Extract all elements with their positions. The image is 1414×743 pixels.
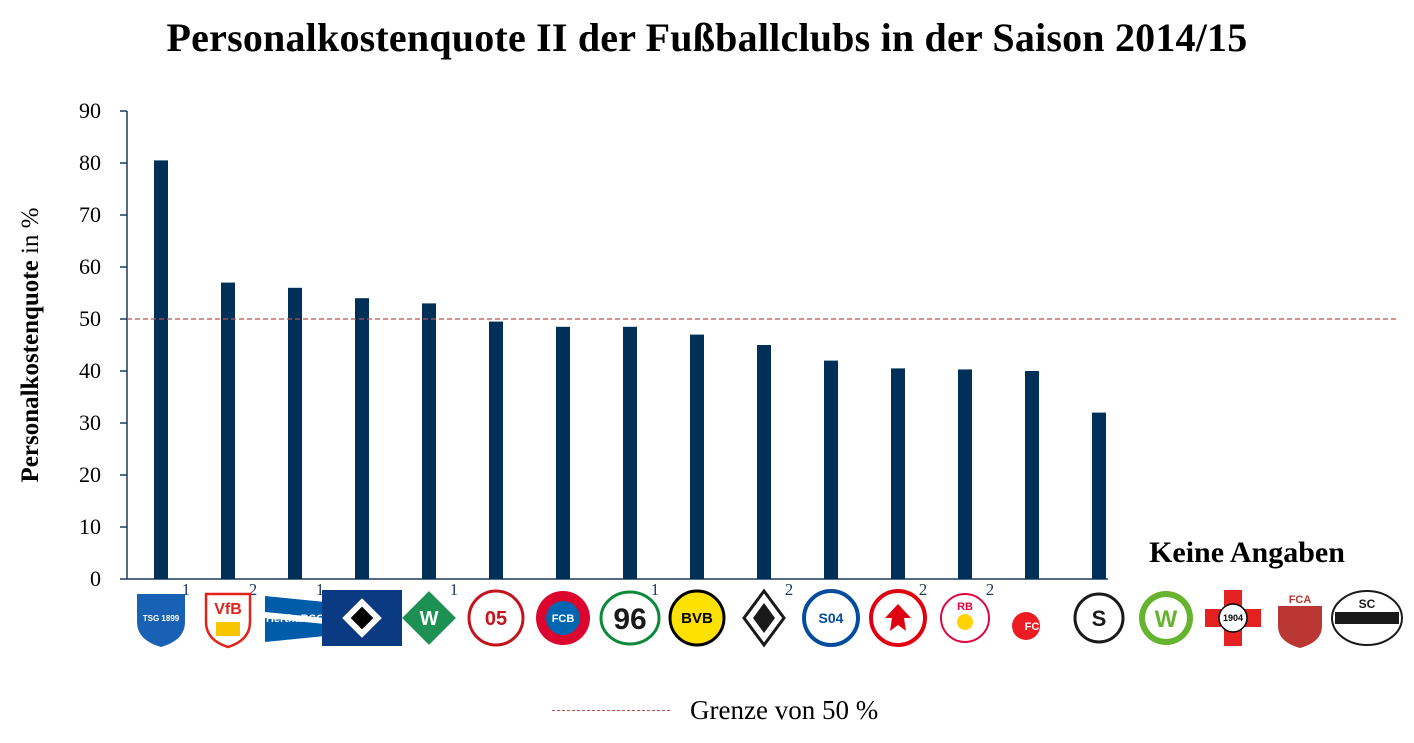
logo-text: FCA (1289, 594, 1312, 606)
bar (1025, 371, 1039, 579)
bar (1092, 412, 1106, 579)
y-tick-label: 0 (90, 566, 101, 591)
gladbach-crest-icon (742, 588, 786, 648)
bars-group (127, 160, 1398, 579)
y-tick-label: 50 (79, 306, 101, 331)
legend: Grenze von 50 % (552, 694, 878, 726)
koeln-goat-icon: FC (1008, 594, 1056, 642)
bar (489, 321, 503, 579)
y-tick-label: 40 (79, 358, 101, 383)
circle-shape (668, 589, 726, 647)
no-data-label: Keine Angaben (1149, 536, 1345, 569)
crest-field (216, 622, 240, 636)
bar (355, 298, 369, 579)
freiburg-circle-icon: S (1073, 592, 1125, 644)
werder-diamond-icon: W (402, 591, 456, 645)
footnote-marker: 1 (651, 580, 660, 599)
legend-label: Grenze von 50 % (690, 694, 879, 725)
circle-shape (467, 589, 525, 647)
logo-text: VfB (214, 601, 242, 618)
y-tick-label: 20 (79, 462, 101, 487)
y-tick-label: 60 (79, 254, 101, 279)
logo-text: 1904 (1223, 613, 1243, 623)
bar (288, 287, 302, 579)
footnote-marker: 1 (450, 580, 459, 599)
bayern-roundel-icon: FCB (536, 591, 590, 645)
crest-inner (753, 603, 775, 633)
circle-shape (1073, 592, 1125, 644)
logo-text: 96 (613, 603, 646, 636)
hoffenheim-crest-icon: TSG 1899 (137, 594, 185, 647)
stuttgart-crest-icon: VfB (204, 592, 252, 649)
bar (690, 334, 704, 579)
paderborn-crest-icon: SC (1331, 590, 1403, 646)
crest-band (1278, 592, 1322, 606)
eagle-shape (885, 604, 911, 631)
bar (757, 345, 771, 579)
logo-text: S (1092, 606, 1107, 631)
bar (221, 282, 235, 579)
leverkusen-cross-icon: 1904 (1205, 590, 1261, 646)
hertha-flag-icon: HerthaBSC (265, 596, 325, 642)
flag-stripe (265, 612, 325, 624)
logo-text: SC (1359, 597, 1376, 611)
logo-text: FC (1025, 621, 1040, 633)
logo-text: RB (957, 601, 973, 613)
circle-shape (1218, 603, 1248, 633)
y-tick-label: 80 (79, 150, 101, 175)
bar (623, 326, 637, 579)
augsburg-crest-icon: FCA (1278, 592, 1322, 648)
y-tick-label: 70 (79, 202, 101, 227)
chart-title: Personalkostenquote II der Fußballclubs … (166, 15, 1248, 60)
logo-text: BVB (681, 610, 713, 627)
circle-shape (1012, 612, 1040, 640)
bar (891, 368, 905, 579)
footnote-marker: 1 (316, 580, 325, 599)
footnote-marker: 2 (785, 580, 794, 599)
y-tick-label: 30 (79, 410, 101, 435)
legend-threshold-line (552, 709, 670, 711)
leipzig-bulls-icon: RB (940, 593, 990, 643)
logo-text: S04 (819, 610, 844, 626)
wolfsburg-w-icon: W (1139, 591, 1193, 645)
logo-text: FCB (552, 613, 575, 625)
mainz-crest-icon: 05 (467, 589, 525, 647)
logo-text: W (420, 608, 439, 630)
y-tick-label: 90 (79, 98, 101, 123)
logo-text: W (1155, 606, 1178, 633)
y-axis-label-unit: in % (17, 207, 44, 260)
frankfurt-eagle-icon (869, 589, 927, 647)
schalke-circle-icon: S04 (802, 589, 860, 647)
logo-text: 05 (485, 608, 507, 630)
bar (154, 160, 168, 579)
hannover-96-icon: 96 (599, 590, 661, 646)
y-tick-label: 10 (79, 514, 101, 539)
crest-shape (137, 594, 185, 647)
ball-shape (957, 614, 973, 630)
footnote-marker: 2 (249, 580, 258, 599)
circle-shape (599, 590, 661, 646)
logo-text: HerthaBSC (266, 613, 324, 625)
bar (958, 369, 972, 579)
hsv-diamond-icon (322, 590, 402, 646)
club-logos-group: TSG 1899 VfB HerthaBSC W 05 FCB 96 BVB S04 RB FC S W… (137, 588, 1403, 649)
footnote-marker: 2 (986, 580, 995, 599)
crest-band (1335, 612, 1399, 624)
circle-inner (546, 601, 580, 635)
y-axis: 0 10 20 30 40 50 60 70 80 90 (79, 98, 1108, 591)
bar (422, 303, 436, 579)
footnote-marker: 2 (919, 580, 928, 599)
y-axis-label-main: Personalkostenquote (17, 260, 44, 482)
bvb-circle-icon: BVB (668, 589, 726, 647)
footnotes-group: 1 2 1 1 1 2 2 2 (182, 580, 995, 599)
footnote-marker: 1 (182, 580, 191, 599)
y-axis-label: Personalkostenquote in % (17, 207, 44, 482)
bar (824, 360, 838, 579)
logo-text: TSG 1899 (143, 614, 180, 623)
bar-chart: 0 10 20 30 40 50 60 70 80 90 1 2 1 1 1 2 2 2 TSG 1899 VfB… (17, 98, 1403, 649)
circle-shape (802, 589, 860, 647)
bar (556, 326, 570, 579)
circle-inner (1145, 597, 1187, 639)
